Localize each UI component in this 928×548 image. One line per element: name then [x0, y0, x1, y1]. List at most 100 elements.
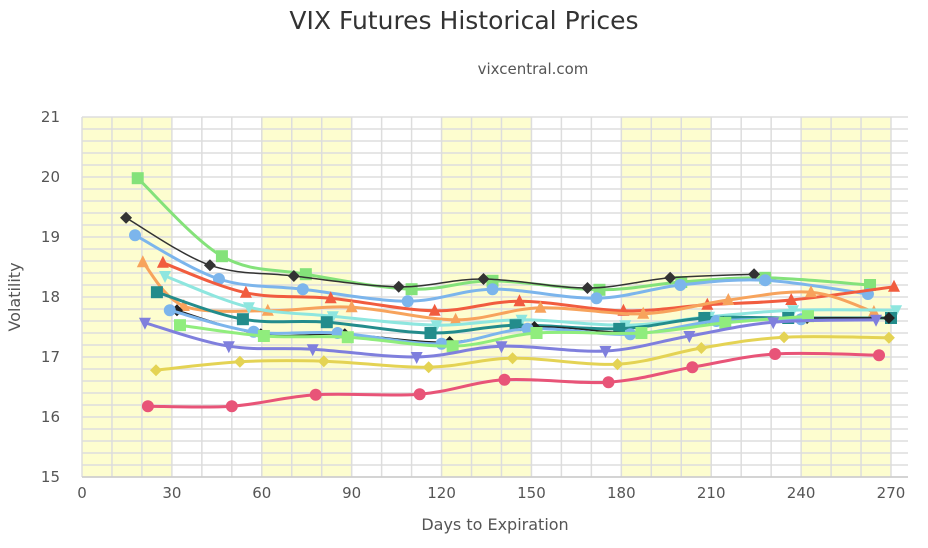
series-line-1 — [125, 217, 755, 289]
data-point-5 — [430, 320, 443, 333]
data-point-12 — [309, 388, 322, 401]
data-point-4 — [534, 300, 547, 313]
x-tick-label: 120 — [427, 484, 456, 502]
data-point-6 — [150, 286, 163, 299]
data-point-10 — [767, 317, 780, 330]
y-axis-title: Volatility — [5, 262, 24, 331]
y-tick-label: 17 — [41, 348, 60, 366]
chart-title: VIX Futures Historical Prices — [289, 6, 639, 35]
y-tick-label: 16 — [41, 408, 60, 426]
data-point-7 — [882, 312, 895, 324]
data-point-8 — [163, 304, 176, 317]
data-point-0 — [405, 283, 418, 296]
data-point-5 — [158, 271, 171, 283]
data-point-3 — [513, 294, 526, 307]
data-point-6 — [424, 327, 437, 339]
data-point-2 — [590, 292, 603, 305]
data-point-11 — [422, 361, 435, 374]
data-point-4 — [637, 306, 650, 319]
x-tick-label: 270 — [877, 484, 906, 502]
data-point-3 — [156, 255, 169, 268]
data-point-0 — [131, 172, 144, 185]
data-point-11 — [233, 355, 246, 368]
data-point-11 — [150, 364, 163, 377]
data-point-9 — [530, 327, 543, 339]
data-point-12 — [769, 348, 782, 360]
data-point-4 — [177, 299, 190, 311]
y-tick-label: 20 — [41, 168, 60, 186]
data-point-2 — [296, 283, 309, 296]
data-point-12 — [141, 400, 154, 413]
data-point-9 — [257, 330, 270, 342]
data-point-1 — [581, 282, 594, 294]
data-point-10 — [138, 317, 151, 330]
y-tick-label: 18 — [41, 288, 60, 306]
y-tick-label: 19 — [41, 228, 60, 246]
data-point-10 — [222, 341, 235, 354]
x-tick-label: 60 — [252, 484, 271, 502]
data-point-3 — [785, 293, 798, 305]
x-tick-label: 150 — [517, 484, 546, 502]
data-point-4 — [449, 312, 462, 325]
data-point-12 — [602, 376, 615, 389]
data-point-4 — [345, 300, 358, 313]
data-point-5 — [787, 305, 800, 318]
data-point-12 — [225, 400, 238, 413]
data-point-2 — [401, 295, 414, 308]
data-point-0 — [486, 274, 499, 287]
data-point-10 — [599, 346, 612, 358]
data-point-9 — [341, 331, 354, 344]
data-point-12 — [498, 373, 511, 386]
data-point-5 — [890, 305, 903, 318]
data-point-11 — [695, 342, 708, 354]
data-point-12 — [413, 388, 426, 401]
data-point-9 — [635, 327, 648, 339]
data-point-10 — [410, 352, 423, 364]
data-point-11 — [317, 355, 330, 368]
series-line-9 — [179, 314, 809, 348]
data-point-0 — [864, 279, 877, 291]
data-point-1 — [203, 259, 216, 272]
y-tick-label: 21 — [41, 108, 60, 126]
data-point-11 — [778, 331, 791, 344]
data-point-1 — [664, 271, 677, 284]
data-point-6 — [236, 313, 249, 326]
x-tick-label: 210 — [697, 484, 726, 502]
data-point-1 — [748, 268, 761, 281]
data-point-2 — [486, 283, 499, 296]
data-point-12 — [873, 349, 886, 362]
data-point-11 — [882, 331, 895, 344]
data-point-11 — [611, 358, 624, 371]
data-point-1 — [477, 273, 490, 285]
data-point-1 — [287, 270, 300, 282]
data-point-10 — [870, 314, 883, 327]
data-point-4 — [722, 293, 735, 305]
data-point-2 — [129, 229, 142, 242]
x-axis-title: Days to Expiration — [421, 515, 568, 534]
series-line-4 — [141, 261, 875, 322]
data-point-0 — [215, 250, 228, 263]
data-point-6 — [320, 316, 333, 329]
data-point-9 — [719, 316, 732, 329]
data-point-10 — [306, 344, 319, 357]
x-tick-label: 30 — [162, 484, 181, 502]
data-point-12 — [686, 361, 699, 374]
data-point-4 — [136, 255, 149, 268]
data-point-9 — [173, 319, 186, 332]
data-point-2 — [212, 273, 225, 285]
x-tick-label: 90 — [342, 484, 361, 502]
data-point-3 — [428, 303, 441, 316]
x-tick-label: 0 — [77, 484, 87, 502]
data-point-9 — [446, 340, 459, 353]
data-point-3 — [887, 279, 900, 292]
data-point-2 — [759, 274, 772, 287]
chart-subtitle: vixcentral.com — [477, 60, 589, 78]
x-tick-label: 180 — [607, 484, 636, 502]
data-point-2 — [674, 279, 687, 291]
data-point-1 — [120, 211, 133, 224]
y-tick-label: 15 — [41, 468, 60, 486]
data-point-10 — [495, 341, 508, 354]
data-point-10 — [683, 331, 696, 343]
data-point-5 — [242, 302, 255, 315]
